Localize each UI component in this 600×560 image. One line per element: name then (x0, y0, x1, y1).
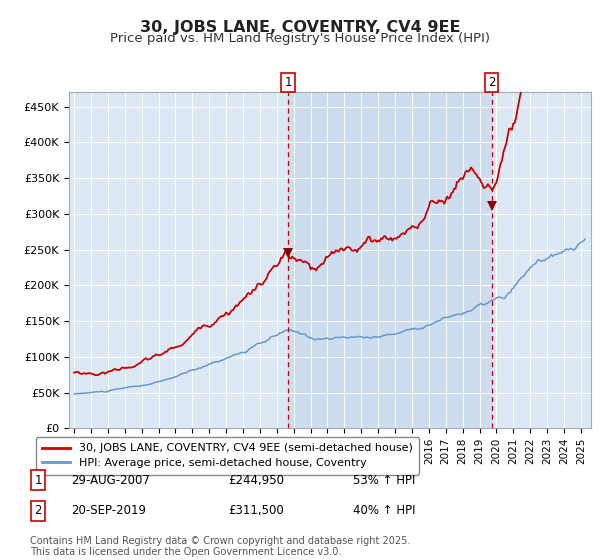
Text: 30, JOBS LANE, COVENTRY, CV4 9EE: 30, JOBS LANE, COVENTRY, CV4 9EE (140, 20, 460, 35)
Text: Contains HM Land Registry data © Crown copyright and database right 2025.
This d: Contains HM Land Registry data © Crown c… (30, 535, 410, 557)
Text: 20-SEP-2019: 20-SEP-2019 (71, 505, 146, 517)
Text: 53% ↑ HPI: 53% ↑ HPI (353, 474, 415, 487)
Text: Price paid vs. HM Land Registry's House Price Index (HPI): Price paid vs. HM Land Registry's House … (110, 32, 490, 45)
Text: £311,500: £311,500 (229, 505, 284, 517)
Bar (288, 92, 491, 428)
Text: 29-AUG-2007: 29-AUG-2007 (71, 474, 150, 487)
Text: 2: 2 (35, 505, 42, 517)
Text: £244,950: £244,950 (229, 474, 285, 487)
Text: 2: 2 (488, 76, 496, 89)
Legend: 30, JOBS LANE, COVENTRY, CV4 9EE (semi-detached house), HPI: Average price, semi: 30, JOBS LANE, COVENTRY, CV4 9EE (semi-d… (35, 437, 419, 474)
Text: 40% ↑ HPI: 40% ↑ HPI (353, 505, 415, 517)
Text: 1: 1 (284, 76, 292, 89)
Text: 1: 1 (35, 474, 42, 487)
